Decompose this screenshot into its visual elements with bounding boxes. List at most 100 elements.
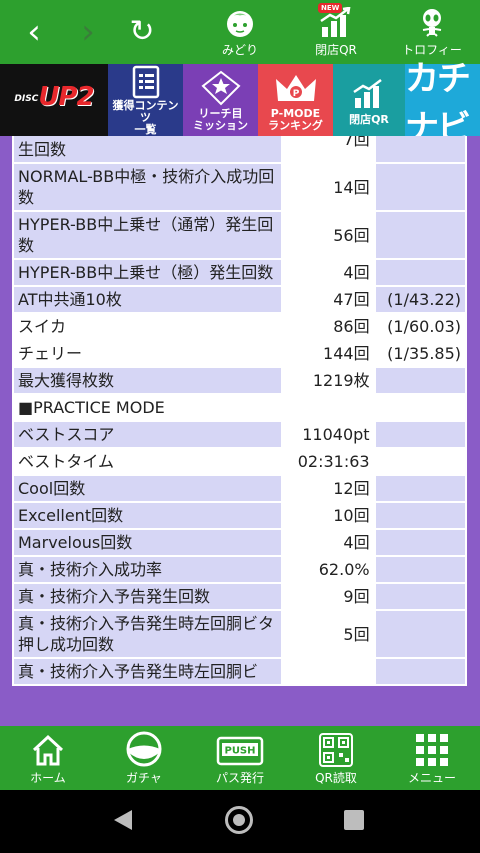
pass-issue-button[interactable]: PUSH パス発行 xyxy=(192,726,288,790)
midori-button[interactable]: みどり xyxy=(200,4,280,60)
stats-label-cell: HYPER-BB中上乗せ（極）発生回数 xyxy=(14,260,282,285)
stats-label-cell: 真・技術介入予告発生時左回胴ビ xyxy=(14,659,282,684)
menu-button[interactable]: メニュー xyxy=(384,726,480,790)
stats-scroll-area[interactable]: NORMAL-BB中極・技術介入予告発生回数7回NORMAL-BB中極・技術介入… xyxy=(0,136,480,726)
stats-ratio-cell xyxy=(375,530,465,555)
stats-ratio-cell xyxy=(375,260,465,285)
stats-value-cell: 12回 xyxy=(283,476,374,501)
stats-value-cell: 47回 xyxy=(283,287,374,312)
stats-value-cell: 86回 xyxy=(283,314,374,339)
stats-table-container: NORMAL-BB中極・技術介入予告発生回数7回NORMAL-BB中極・技術介入… xyxy=(12,136,467,686)
kachinavi-logo: カチナビ xyxy=(405,59,471,148)
gacha-label: ガチャ xyxy=(126,771,162,785)
trophy-button[interactable]: トロフィー xyxy=(392,4,472,60)
stats-ratio-cell xyxy=(375,164,465,210)
system-home-icon[interactable] xyxy=(225,806,253,834)
stats-row: 真・技術介入成功率 62.0% xyxy=(14,557,465,582)
stats-ratio-cell: (1/43.22) xyxy=(375,287,465,312)
star-badge-icon xyxy=(199,68,243,108)
stats-row: ベストタイム 02:31:63 xyxy=(14,449,465,474)
stats-row: ベストスコア 11040pt xyxy=(14,422,465,447)
push-text: PUSH xyxy=(224,746,255,757)
logo-prefix: DISC xyxy=(14,94,39,104)
contents-list-button[interactable]: 獲得コンテンツ 一覧 xyxy=(108,64,183,136)
stats-value-cell: 02:31:63 xyxy=(283,449,374,474)
svg-text:P: P xyxy=(292,89,299,99)
stats-value-cell: 4回 xyxy=(283,530,374,555)
stats-row: Marvelous回数 4回 xyxy=(14,530,465,555)
stats-value-cell: 56回 xyxy=(283,212,374,258)
midori-label: みどり xyxy=(221,43,258,57)
grid-menu-icon xyxy=(384,726,480,770)
stats-value-cell: 62.0% xyxy=(283,557,374,582)
p-mode-ranking-button[interactable]: P P-MODE ランキング xyxy=(258,64,333,136)
stats-ratio-cell: (1/60.03) xyxy=(375,314,465,339)
menu-label: メニュー xyxy=(407,771,456,785)
stats-label-cell: 真・技術介入成功率 xyxy=(14,557,282,582)
disc-up-2-logo[interactable]: DISCUP2 xyxy=(0,64,108,136)
stats-label-cell: Marvelous回数 xyxy=(14,530,282,555)
home-icon xyxy=(0,726,96,770)
stats-label-cell: スイカ xyxy=(14,314,282,339)
stats-row: AT中共通10枚 47回 (1/43.22) xyxy=(14,287,465,312)
stats-label-cell: NORMAL-BB中極・技術介入成功回数 xyxy=(14,164,282,210)
feature-banner: DISCUP2 獲得コンテンツ 一覧 リーチ目 ミッション xyxy=(0,59,480,148)
stats-label-cell: AT中共通10枚 xyxy=(14,287,282,312)
gacha-ball-icon xyxy=(96,726,192,770)
stats-label-cell: 真・技術介入予告発生回数 xyxy=(14,584,282,609)
stats-value-cell: 10回 xyxy=(283,503,374,528)
system-recents-icon[interactable] xyxy=(344,810,364,830)
reach-mission-button[interactable]: リーチ目 ミッション xyxy=(183,64,258,136)
pass-issue-label: パス発行 xyxy=(215,771,264,785)
chart-up-icon: NEW xyxy=(296,3,376,42)
new-badge: NEW xyxy=(318,3,343,13)
section-header-row: ■PRACTICE MODE xyxy=(14,395,465,420)
logo-main: UP xyxy=(38,82,77,112)
stats-label-cell: ベストスコア xyxy=(14,422,282,447)
logo-suffix: 2 xyxy=(76,82,94,112)
kachinavi-button[interactable]: カチナビ xyxy=(405,59,480,148)
stats-label-cell: ベストタイム xyxy=(14,449,282,474)
stats-label-cell: 最大獲得枚数 xyxy=(14,368,282,393)
stats-ratio-cell xyxy=(375,136,465,162)
closing-qr-label: 閉店QR xyxy=(315,43,357,57)
banner-closing-qr-button[interactable]: 閉店QR xyxy=(333,64,405,136)
reload-icon[interactable]: ↻ xyxy=(129,14,155,49)
back-arrow-icon[interactable]: ‹ xyxy=(27,12,41,52)
forward-arrow-icon[interactable]: › xyxy=(81,12,95,52)
stats-row: スイカ 86回 (1/60.03) xyxy=(14,314,465,339)
stats-label-cell: Excellent回数 xyxy=(14,503,282,528)
stats-value-cell: 144回 xyxy=(283,341,374,366)
closing-qr-button[interactable]: NEW 閉店QR xyxy=(296,3,376,60)
home-label: ホーム xyxy=(30,771,66,785)
stats-value-cell: 7回 xyxy=(283,136,374,162)
stats-ratio-cell xyxy=(375,659,465,684)
stats-ratio-cell xyxy=(375,584,465,609)
qr-read-button[interactable]: QR読取 xyxy=(288,726,384,790)
stats-table: NORMAL-BB中極・技術介入予告発生回数7回NORMAL-BB中極・技術介入… xyxy=(12,136,467,686)
stats-row: 真・技術介入予告発生時左回胴ビタ押し成功回数 5回 xyxy=(14,611,465,657)
stats-label-cell: Cool回数 xyxy=(14,476,282,501)
gacha-button[interactable]: ガチャ xyxy=(96,726,192,790)
system-back-icon[interactable] xyxy=(114,810,132,830)
stats-label-cell: HYPER-BB中上乗せ（通常）発生回数 xyxy=(14,212,282,258)
qr-read-label: QR読取 xyxy=(315,771,357,785)
stats-row: HYPER-BB中上乗せ（通常）発生回数 56回 xyxy=(14,212,465,258)
document-list-icon xyxy=(131,64,161,100)
contents-list-label: 獲得コンテンツ 一覧 xyxy=(112,99,179,136)
banner-closing-qr-label: 閉店QR xyxy=(349,113,389,126)
bottom-nav-bar: ホーム ガチャ PUSH パス発行 xyxy=(0,726,480,790)
stats-value-cell: 4回 xyxy=(283,260,374,285)
reach-mission-label: リーチ目 ミッション xyxy=(193,107,248,132)
stats-value-cell xyxy=(283,659,374,684)
home-button[interactable]: ホーム xyxy=(0,726,96,790)
stats-ratio-cell xyxy=(375,503,465,528)
stats-row: Cool回数 12回 xyxy=(14,476,465,501)
stats-row: 最大獲得枚数 1219枚 xyxy=(14,368,465,393)
stats-ratio-cell: (1/35.85) xyxy=(375,341,465,366)
stats-value-cell: 5回 xyxy=(283,611,374,657)
stats-value-cell: 1219枚 xyxy=(283,368,374,393)
stats-ratio-cell xyxy=(375,212,465,258)
crown-icon: P xyxy=(274,68,318,108)
stats-label-cell: NORMAL-BB中極・技術介入予告発生回数 xyxy=(14,136,282,162)
